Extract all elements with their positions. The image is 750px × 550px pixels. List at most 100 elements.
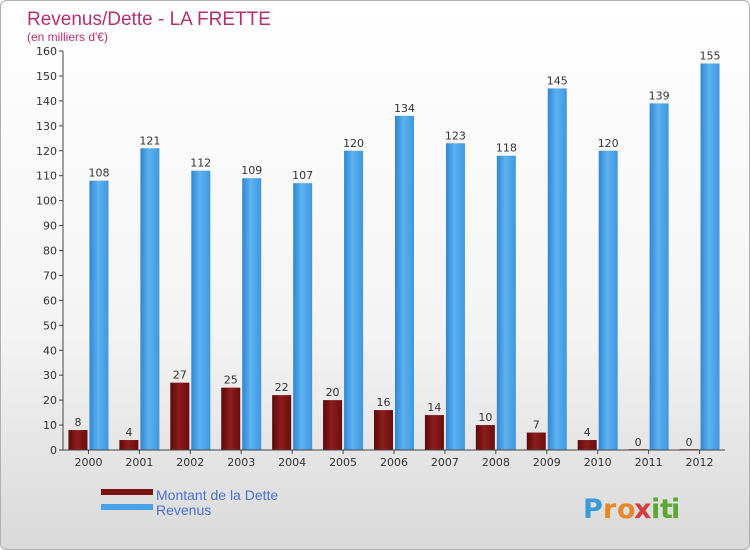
- bar-dette: [424, 415, 444, 450]
- data-label: 22: [275, 381, 289, 394]
- data-label: 108: [88, 167, 109, 180]
- y-tick-label: 40: [43, 344, 57, 357]
- x-tick-label: 2006: [380, 456, 408, 469]
- bar-dette: [475, 425, 495, 450]
- y-tick-label: 140: [36, 95, 57, 108]
- x-tick-label: 2007: [431, 456, 459, 469]
- x-tick-label: 2011: [635, 456, 663, 469]
- bar-dette: [526, 432, 546, 450]
- chart-title: Revenus/Dette - LA FRETTE: [27, 9, 271, 30]
- x-tick-label: 2009: [533, 456, 561, 469]
- y-tick-label: 60: [43, 294, 57, 307]
- data-label: 14: [427, 401, 441, 414]
- bar-revenus: [547, 88, 567, 450]
- bar-revenus: [598, 150, 618, 450]
- data-label: 118: [496, 142, 517, 155]
- y-tick-label: 120: [36, 145, 57, 158]
- y-tick-label: 80: [43, 245, 57, 258]
- y-axis: 0 10 20 30 40 50 60 70 80 90 100 110 120 130 140 150 160: [36, 45, 64, 457]
- bar-revenus: [649, 103, 669, 451]
- bar-revenus: [191, 170, 211, 450]
- data-label: 155: [700, 49, 721, 62]
- bar-dette: [577, 440, 597, 450]
- data-label: 4: [125, 426, 132, 439]
- data-label: 7: [533, 419, 540, 432]
- y-tick-label: 90: [43, 220, 57, 233]
- bar-revenus: [445, 143, 465, 451]
- data-label: 112: [190, 157, 211, 170]
- chart-subtitle: (en milliers d'€): [27, 30, 108, 44]
- data-label: 139: [649, 89, 670, 102]
- bar-dette: [374, 410, 393, 450]
- x-axis: 2000 2001 2002 2003 2004 2005 2006 2007 2008 2009…: [63, 449, 725, 469]
- legend-label: Montant de la Dette: [156, 487, 278, 503]
- data-label: 0: [686, 436, 693, 449]
- y-tick-label: 150: [36, 70, 57, 83]
- x-tick-label: 2010: [584, 456, 612, 469]
- data-label: 120: [343, 137, 364, 150]
- y-tick-label: 20: [43, 394, 57, 407]
- data-label: 109: [241, 164, 262, 177]
- y-tick-label: 70: [43, 269, 57, 282]
- legend-swatch: [101, 489, 153, 495]
- logo-letter: t: [660, 494, 673, 525]
- bar-dette: [119, 440, 139, 450]
- bar-dette: [170, 382, 190, 450]
- x-tick-label: 2003: [227, 456, 255, 469]
- data-label: 134: [394, 102, 415, 115]
- bar-dette: [323, 400, 343, 450]
- logo-letter: x: [634, 494, 651, 525]
- y-tick-label: 30: [43, 369, 57, 382]
- y-tick-label: 160: [36, 45, 57, 58]
- y-tick-label: 110: [36, 170, 57, 183]
- bar-revenus: [293, 183, 313, 450]
- bar-revenus: [395, 115, 414, 451]
- data-label: 123: [445, 129, 466, 142]
- data-label: 107: [292, 169, 313, 182]
- x-tick-label: 2001: [125, 456, 153, 469]
- data-label: 4: [584, 426, 591, 439]
- data-label: 0: [635, 436, 642, 449]
- logo-letter: i: [651, 494, 660, 525]
- bar-revenus: [89, 180, 109, 451]
- bar-revenus: [700, 63, 720, 450]
- data-label: 25: [224, 374, 238, 387]
- bar-dette: [272, 395, 292, 450]
- x-tick-label: 2004: [278, 456, 306, 469]
- data-label: 145: [547, 74, 568, 87]
- x-tick-label: 2000: [74, 456, 102, 469]
- y-tick-label: 0: [50, 444, 57, 457]
- bars: 8108412127112251092210720120161341412310…: [68, 49, 721, 451]
- y-tick-label: 100: [36, 195, 57, 208]
- logo-letter: r: [603, 494, 617, 525]
- logo-letter: P: [583, 494, 603, 525]
- data-label: 10: [478, 411, 492, 424]
- logo-letter: o: [617, 494, 636, 525]
- x-tick-label: 2008: [482, 456, 510, 469]
- data-label: 8: [74, 416, 81, 429]
- data-label: 27: [173, 369, 187, 382]
- data-label: 120: [598, 137, 619, 150]
- bar-dette: [68, 430, 88, 450]
- data-label: 16: [377, 396, 391, 409]
- y-tick-label: 10: [43, 419, 57, 432]
- y-tick-label: 130: [36, 120, 57, 133]
- legend-label: Revenus: [156, 502, 211, 518]
- x-tick-label: 2002: [176, 456, 204, 469]
- x-tick-label: 2012: [686, 456, 714, 469]
- bar-revenus: [140, 148, 160, 450]
- bar-revenus: [344, 150, 364, 450]
- x-tick-label: 2005: [329, 456, 357, 469]
- data-label: 121: [139, 134, 160, 147]
- y-tick-label: 50: [43, 319, 57, 332]
- legend-swatch: [101, 504, 153, 510]
- data-label: 20: [326, 386, 340, 399]
- bar-revenus: [496, 155, 516, 451]
- bar-revenus: [242, 178, 262, 450]
- logo-letter: i: [671, 494, 680, 525]
- bar-dette: [221, 387, 241, 450]
